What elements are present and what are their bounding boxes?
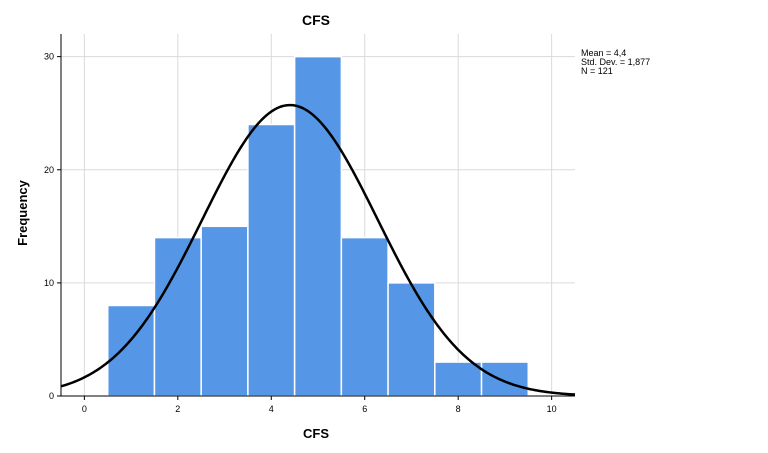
x-tick-label: 10 (547, 404, 557, 414)
histogram-bar (200, 225, 249, 397)
y-tick-label: 20 (44, 165, 54, 175)
y-tick-label: 10 (44, 278, 54, 288)
histogram-bar (247, 123, 296, 397)
histogram-bar (434, 361, 483, 397)
histogram-bar (153, 236, 202, 397)
x-tick-label: 8 (456, 404, 461, 414)
histogram-bar (340, 236, 389, 397)
bars (106, 55, 530, 397)
x-tick-label: 6 (362, 404, 367, 414)
y-tick-label: 0 (49, 391, 54, 401)
x-tick-labels: 0 2 4 6 8 10 (82, 396, 557, 414)
axes (60, 34, 575, 397)
chart-title: CFS (302, 12, 330, 28)
histogram-bar (387, 282, 436, 397)
stats-line: N = 121 (581, 66, 613, 76)
y-tick-labels: 0 10 20 30 (44, 52, 61, 401)
histogram-bar (480, 361, 530, 397)
x-tick-label: 0 (82, 404, 87, 414)
y-tick-label: 30 (44, 52, 54, 62)
x-axis-label: CFS (303, 426, 329, 441)
y-axis-label: Frequency (15, 179, 30, 246)
stats-line: Std. Dev. = 1,877 (581, 57, 650, 67)
x-tick-label: 4 (269, 404, 274, 414)
x-tick-label: 2 (175, 404, 180, 414)
stats-line: Mean = 4,4 (581, 48, 626, 58)
normal-curve (60, 103, 576, 396)
